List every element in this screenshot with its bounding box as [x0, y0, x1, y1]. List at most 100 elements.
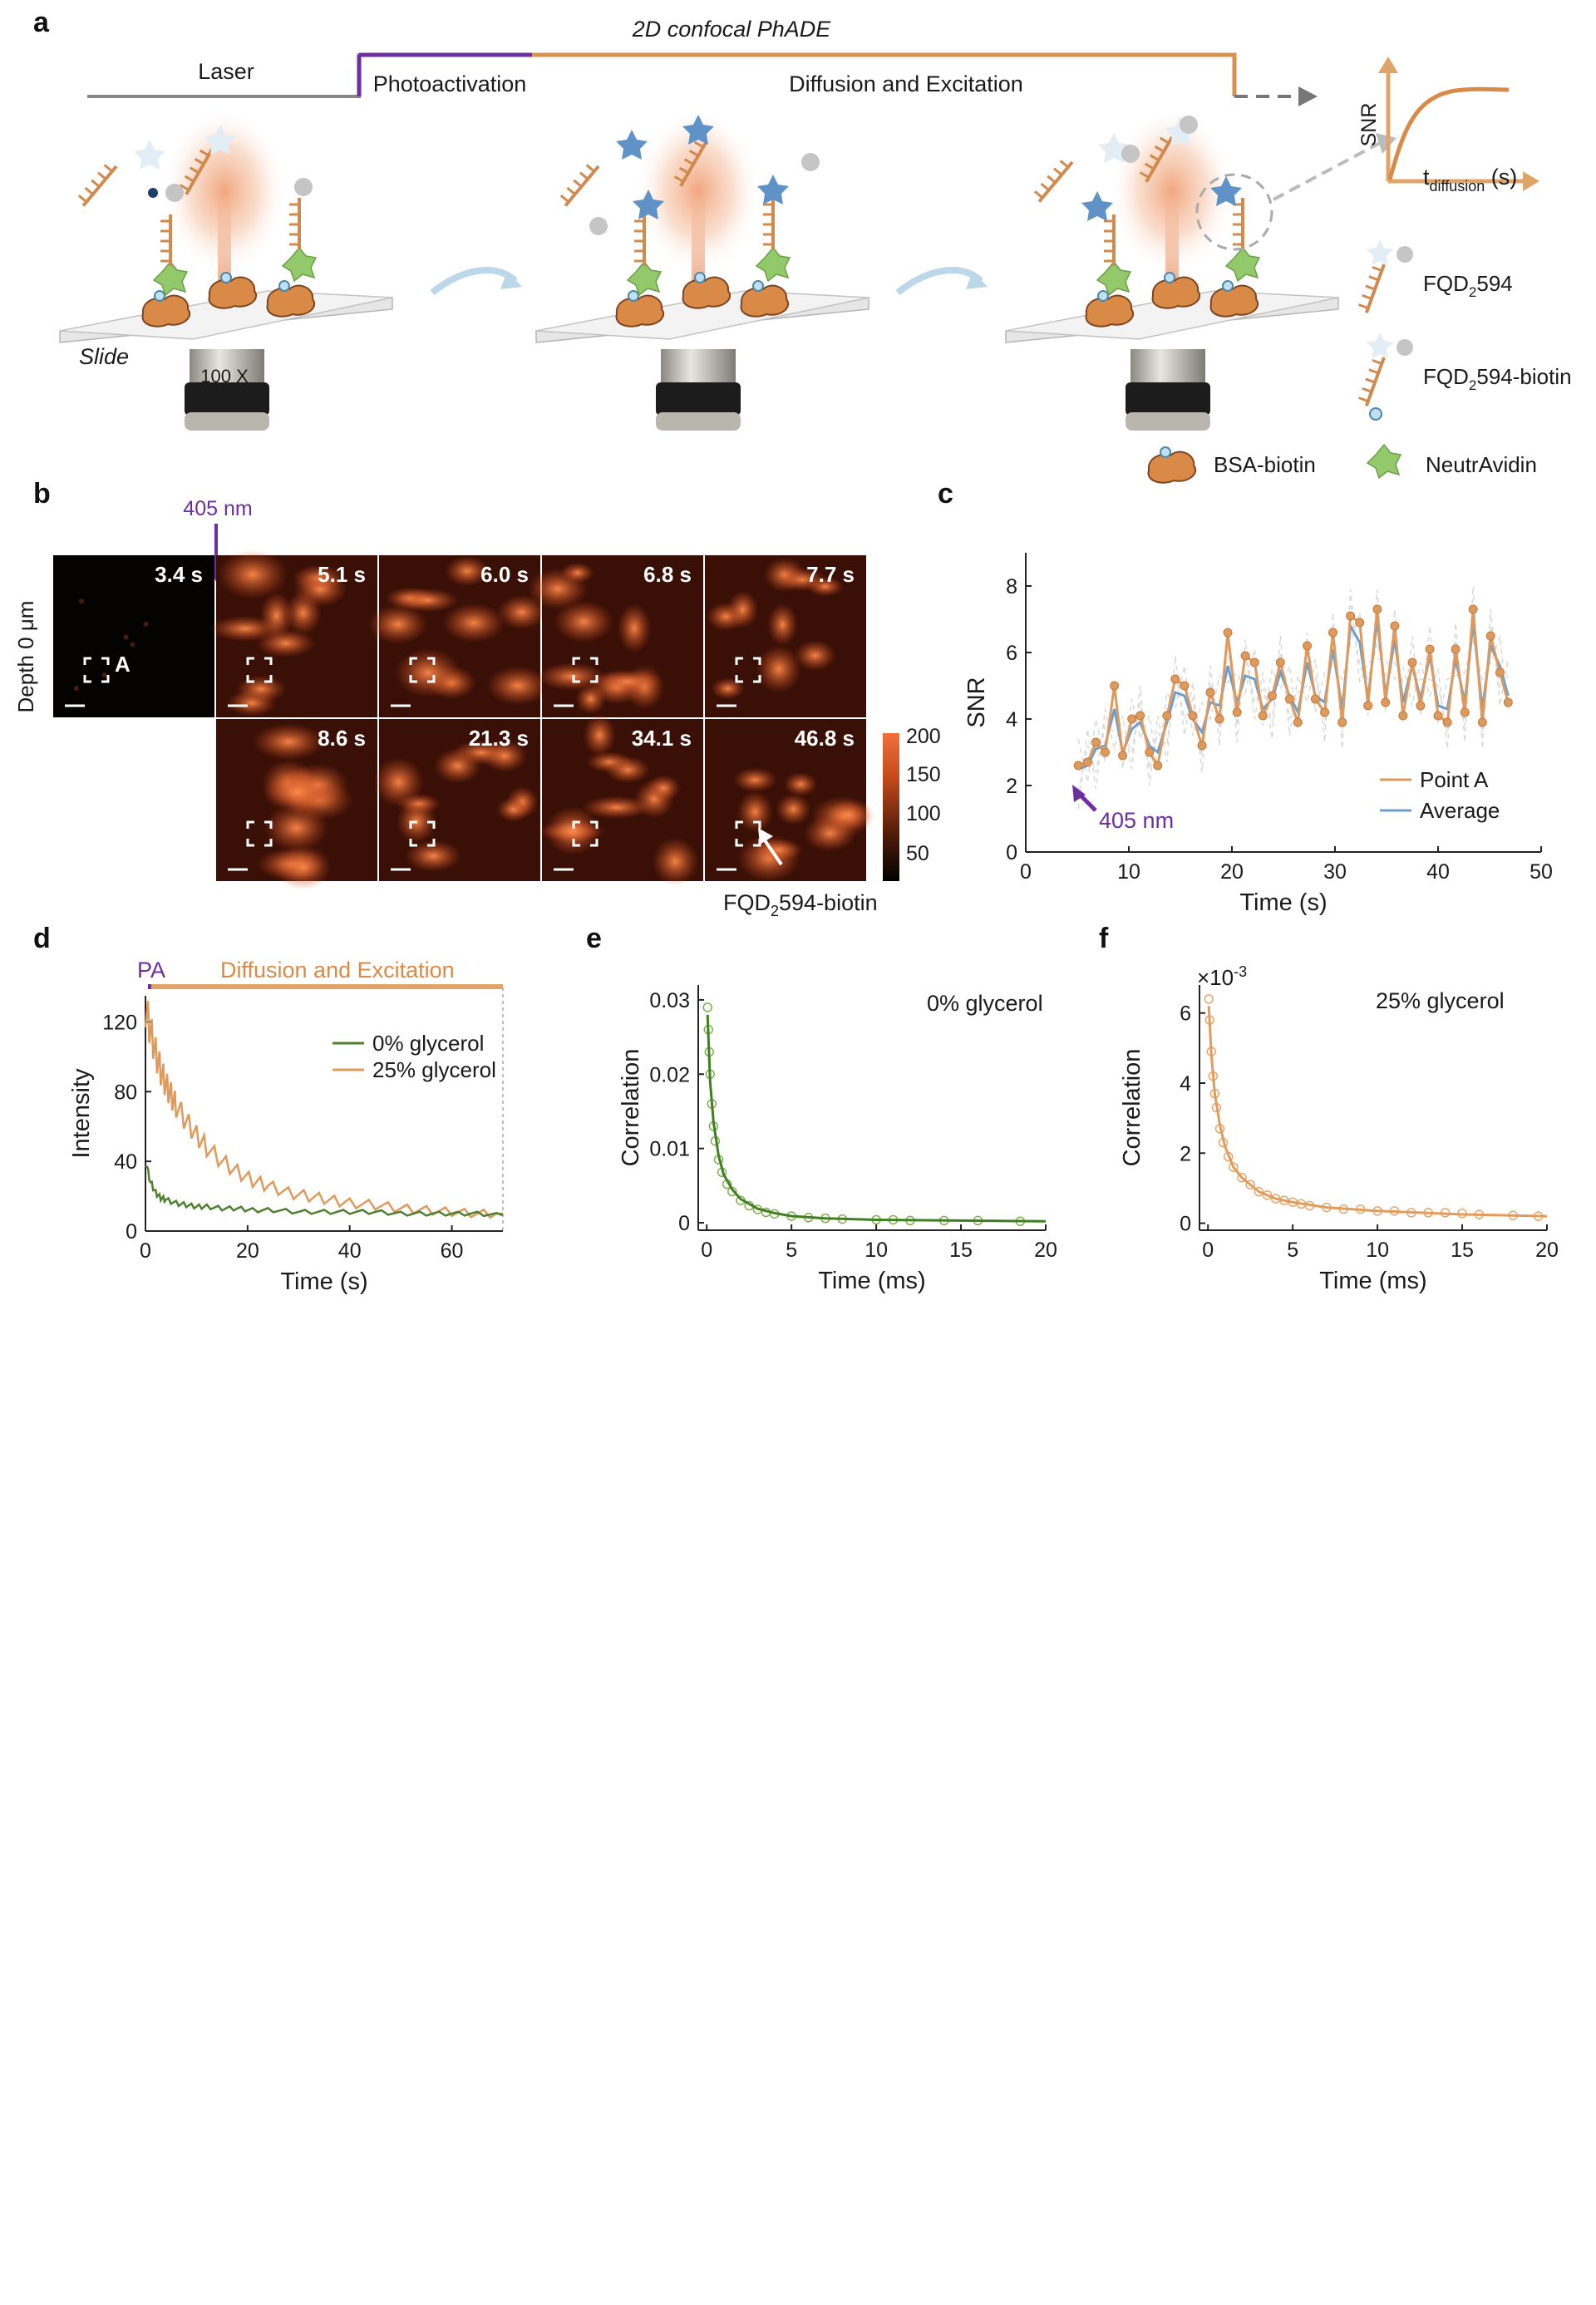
panel-c-label: c — [938, 478, 953, 510]
fluorescence-spot — [544, 806, 601, 855]
legend-bsa: BSA-biotin — [1214, 452, 1316, 477]
y-tick-label: 120 — [102, 1011, 137, 1034]
panel-c: c 0 10 20 30 40 50 0 2 4 6 8 Time (s) SNR Point A Aver… — [938, 478, 1553, 916]
panel-f-label: f — [1099, 923, 1109, 954]
fluorescence-spot — [537, 662, 606, 691]
legend-fqd: FQD2594 — [1423, 271, 1513, 300]
fluorescence-spot — [396, 588, 459, 613]
chart-e: 0 5 10 15 20 0 0.01 0.02 0.03 Time (ms) Correlatio… — [618, 985, 1057, 1294]
data-point — [1398, 711, 1408, 721]
timestamp: 6.0 s — [480, 562, 529, 587]
legend-neutravidin: NeutrAvidin — [1426, 452, 1537, 477]
trace-line — [1077, 602, 1509, 793]
x-tick-label: 60 — [441, 1239, 464, 1263]
data-point — [1337, 717, 1347, 727]
data-point — [1355, 618, 1365, 628]
fluorescence-spot — [482, 739, 528, 772]
roi-box — [572, 820, 598, 847]
fluorescence-spot — [497, 594, 547, 630]
data-point — [1205, 687, 1215, 697]
data-point — [1082, 757, 1092, 767]
data-point — [1407, 658, 1417, 667]
colorbar-tick: 200 — [906, 725, 941, 748]
timestamp: 34.1 s — [632, 726, 692, 751]
panel-f: f ×10-3 25% glycerol 0 5 10 15 20 0 2 4 6 Time (m… — [1099, 923, 1559, 1294]
data-point — [1180, 681, 1190, 691]
fluorescence-spot — [259, 592, 293, 640]
series-line-point-a — [1077, 608, 1510, 770]
panel-f-annotation: 25% glycerol — [1376, 988, 1505, 1013]
slide-label: Slide — [79, 344, 129, 369]
x-axis-label: Time (s) — [280, 1268, 367, 1295]
arrow-icon — [430, 267, 518, 296]
y-tick-label: 0 — [678, 1212, 690, 1235]
x-tick-label: 20 — [1220, 860, 1244, 884]
diffusion-label: Diffusion and Excitation — [789, 71, 1023, 96]
fluorescence-spot — [284, 591, 322, 635]
fluorescence-spot — [264, 804, 329, 852]
fluorescence-spot — [445, 555, 490, 587]
data-point — [1232, 707, 1242, 717]
y-tick-label: 40 — [114, 1150, 137, 1174]
data-point — [1293, 717, 1303, 727]
fluorescence-spot — [252, 723, 325, 761]
laser-label: Laser — [198, 59, 254, 84]
series-line-25-glycerol — [144, 1000, 503, 1219]
panel-d-label: d — [33, 923, 51, 954]
data-point — [1381, 697, 1391, 707]
y-tick-label: 6 — [1180, 1002, 1191, 1026]
fluorescence-spot — [143, 621, 149, 627]
roi-box — [246, 657, 273, 683]
x-tick-label: 10 — [1366, 1239, 1389, 1262]
fluorescence-spot — [486, 666, 549, 706]
fluorescence-spot — [442, 603, 505, 643]
timestamp: 5.1 s — [318, 562, 366, 587]
y-tick-label: 2 — [1006, 775, 1017, 798]
x-tick-label: 10 — [1117, 860, 1140, 884]
svg-text:tdiffusion (s): tdiffusion (s) — [1423, 165, 1517, 195]
fluorescence-spot — [647, 775, 681, 801]
legend-average: Average — [1420, 798, 1500, 823]
data-point — [1485, 631, 1495, 641]
fluorescence-spot — [803, 815, 857, 852]
data-point — [702, 1002, 712, 1012]
fluorescence-spot — [711, 677, 745, 700]
setup-1 — [59, 108, 393, 431]
data-point — [1303, 641, 1313, 651]
y-tick-label: 0 — [126, 1220, 137, 1244]
data-point — [1135, 711, 1145, 721]
data-point — [1249, 658, 1259, 667]
fluorescence-spot — [732, 767, 777, 793]
x-axis-label: Time (s) — [1239, 889, 1327, 916]
fluorescence-spot — [794, 639, 836, 671]
y-tick-label: 8 — [1006, 575, 1017, 598]
inset-x-sub: diffusion — [1430, 178, 1485, 195]
panel-c-annotation: 405 nm — [1099, 808, 1174, 833]
fluorescence-spot — [273, 845, 332, 890]
y-tick-label: 80 — [114, 1081, 137, 1104]
inset-x-main: t — [1423, 165, 1430, 190]
panel-f-exponent: ×10-3 — [1197, 963, 1247, 990]
timestamp: 6.8 s — [643, 562, 692, 587]
x-axis-label: Time (ms) — [1319, 1268, 1426, 1294]
fluorescence-spot — [605, 756, 651, 784]
colorbar — [883, 733, 899, 881]
inset-x-unit: (s) — [1485, 165, 1517, 190]
data-point — [1229, 1162, 1239, 1172]
fluorescence-spot — [778, 568, 826, 592]
data-point — [1197, 741, 1207, 751]
panel-a-title: 2D confocal PhADE — [632, 17, 832, 42]
data-point — [1237, 1173, 1247, 1183]
data-point — [1204, 994, 1214, 1004]
data-point — [1258, 711, 1268, 721]
laser-405-label: 405 nm — [183, 497, 252, 520]
inset-y-label: SNR — [1357, 103, 1381, 147]
fluorescence-spot — [783, 771, 818, 796]
timestamp: 8.6 s — [318, 726, 366, 751]
colorbar-tick: 50 — [906, 842, 929, 865]
data-point — [1118, 751, 1128, 761]
fluorescence-spot — [434, 748, 481, 784]
fluorescence-spot — [263, 771, 332, 814]
data-point — [1503, 697, 1513, 707]
y-axis-label: Correlation — [1119, 1049, 1145, 1167]
